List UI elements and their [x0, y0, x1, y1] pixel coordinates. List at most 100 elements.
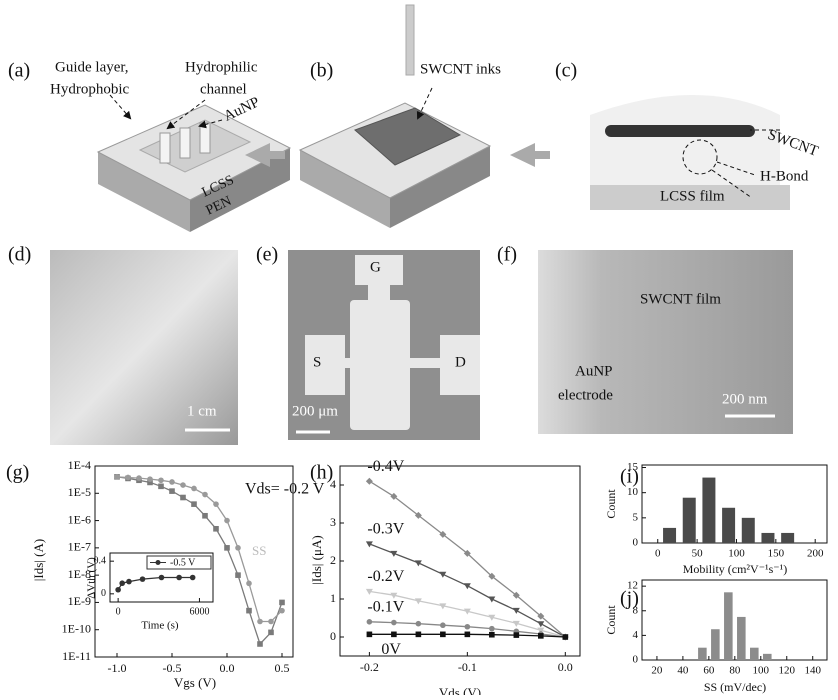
y-tick-label: 0	[330, 629, 336, 643]
y-tick-label: 0	[101, 588, 106, 599]
label: H-Bond	[760, 168, 809, 184]
y-tick-label: 1E-4	[68, 458, 91, 472]
panel-label: (a)	[8, 60, 30, 82]
point	[489, 626, 495, 632]
y-tick-label: 0	[633, 654, 639, 666]
label: channel	[200, 81, 247, 97]
diagram-b	[300, 5, 490, 228]
point	[257, 619, 263, 625]
label: Guide layer,	[55, 59, 129, 75]
point	[279, 608, 285, 614]
label: SWCNT inks	[420, 61, 501, 77]
label: G	[370, 259, 381, 275]
diagram-a	[98, 95, 290, 232]
x-tick-label: -0.1	[458, 660, 477, 674]
point	[169, 488, 175, 494]
legend-marker	[156, 560, 161, 565]
label: SWCNT film	[640, 291, 721, 307]
x-axis-label: SS (mV/dec)	[704, 680, 766, 694]
x-tick-label: 200	[807, 548, 824, 560]
y-axis-label: |Ids| (μA)	[309, 535, 324, 584]
point	[279, 600, 285, 606]
series-label: -0.2V	[367, 568, 404, 585]
point	[440, 632, 446, 638]
bar	[683, 498, 696, 543]
series-label: -0.3V	[367, 521, 404, 538]
bar	[702, 478, 715, 543]
point	[202, 492, 208, 498]
y-axis-label: ΔVth (V)	[86, 557, 98, 599]
y-tick-label: 4	[330, 477, 336, 491]
point	[191, 486, 197, 492]
x-tick-label: 140	[804, 665, 821, 677]
scale-label: 200 μm	[292, 403, 338, 419]
plot-frame	[340, 466, 580, 656]
x-tick-label: 0	[655, 548, 661, 560]
panel-label: (f)	[497, 244, 517, 266]
y-tick-label: 5	[633, 511, 639, 523]
x-tick-label: 60	[703, 665, 715, 677]
x-tick-label: 150	[768, 548, 785, 560]
x-tick-label: 0.0	[220, 661, 235, 675]
y-tick-label: 1	[330, 591, 336, 605]
x-tick-label: 50	[692, 548, 704, 560]
label: Hydrophilic	[185, 59, 258, 75]
annotation: SS	[252, 543, 266, 558]
point	[114, 474, 120, 480]
point	[416, 632, 422, 638]
label: S	[313, 354, 321, 370]
point	[190, 575, 196, 581]
x-tick-label: 80	[729, 665, 741, 677]
point	[126, 579, 132, 585]
y-axis-label: Count	[604, 489, 618, 519]
point	[158, 484, 164, 490]
point	[202, 513, 208, 519]
bar	[711, 629, 720, 660]
point	[489, 632, 495, 638]
point	[268, 630, 274, 636]
plot-frame	[642, 580, 827, 660]
series-label: -0.4V	[367, 458, 404, 475]
panel-label: (g)	[6, 462, 29, 484]
y-tick-label: 2	[330, 553, 336, 567]
point	[257, 641, 263, 647]
point	[169, 479, 175, 485]
point	[213, 501, 219, 507]
y-axis-label: Count	[604, 605, 618, 635]
bar	[742, 518, 755, 543]
page: {"panel_labels":["(a)","(b)","(c)","(d)"…	[0, 0, 838, 695]
point	[224, 518, 230, 524]
point	[416, 621, 422, 627]
point	[465, 632, 471, 638]
point	[246, 608, 252, 614]
point	[180, 482, 186, 488]
point	[180, 495, 186, 501]
x-tick-label: 120	[779, 665, 796, 677]
panel-label: (d)	[8, 244, 31, 266]
point	[367, 619, 373, 625]
x-axis-label: Vgs (V)	[174, 675, 216, 690]
bar	[663, 528, 676, 543]
point	[136, 475, 142, 481]
panel-label: (e)	[256, 244, 278, 266]
point	[440, 622, 446, 628]
scale-label: 200 nm	[722, 391, 768, 407]
point	[115, 587, 121, 593]
x-tick-label: 100	[753, 665, 770, 677]
y-tick-label: 1E-7	[68, 540, 91, 554]
bar	[698, 648, 707, 660]
x-axis-label: Vds (V)	[439, 685, 481, 695]
y-tick-label: 15	[627, 461, 639, 473]
label: electrode	[558, 387, 613, 403]
point	[159, 575, 165, 581]
panel-label: (c)	[555, 60, 577, 82]
x-tick-label: -0.2	[360, 660, 379, 674]
bar	[761, 533, 774, 543]
point	[191, 501, 197, 507]
point	[246, 581, 252, 587]
x-tick-label: 20	[651, 665, 663, 677]
label: AuNP	[221, 94, 262, 124]
bar	[724, 592, 733, 660]
chart: -0.2-0.10.001234Vds (V)|Ids| (μA)-0.4V-0…	[309, 458, 580, 695]
x-tick-label: 0.0	[558, 660, 573, 674]
